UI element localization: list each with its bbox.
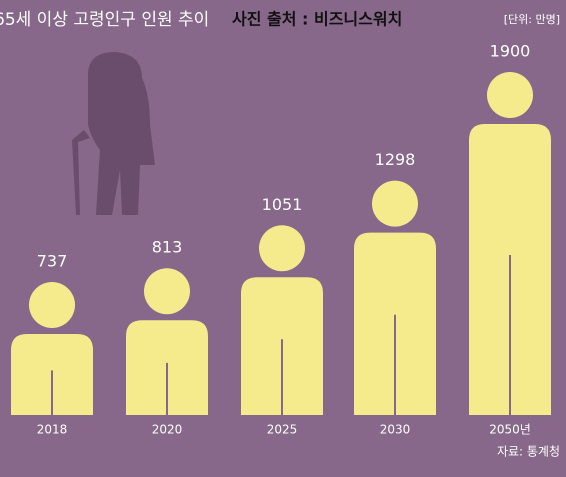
value-label: 1298 — [375, 150, 416, 169]
person-figure — [469, 72, 551, 415]
person-figure — [354, 180, 436, 415]
elderly-silhouette — [72, 52, 155, 215]
person-figure — [241, 225, 323, 415]
value-label: 1051 — [262, 195, 303, 214]
chart-title: 65세 이상 고령인구 인원 추이 — [0, 10, 209, 30]
value-label: 737 — [37, 251, 68, 270]
x-tick-label: 2050년 — [489, 423, 531, 437]
x-tick-label: 2020 — [152, 423, 183, 437]
x-tick-label: 2030 — [380, 423, 411, 437]
photo-credit: 사진 출처 : 비즈니스워치 — [232, 10, 402, 29]
value-label: 813 — [152, 238, 183, 257]
value-label: 1900 — [490, 42, 531, 61]
source-label: 자료: 통계청 — [497, 445, 560, 459]
person-figure — [11, 281, 93, 415]
unit-label: [단위: 만명] — [504, 13, 560, 26]
person-figure — [126, 268, 208, 415]
x-tick-label: 2025 — [267, 423, 298, 437]
x-tick-label: 2018 — [37, 423, 68, 437]
